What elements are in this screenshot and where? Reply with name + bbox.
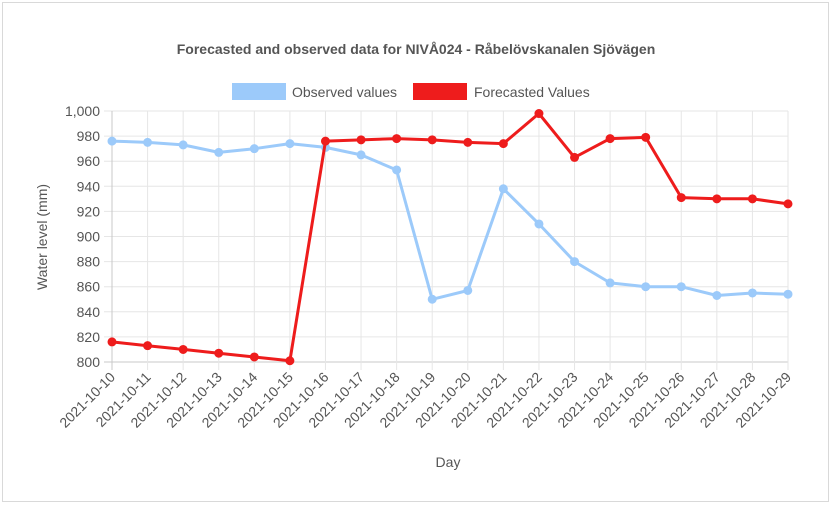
- data-point-forecasted[interactable]: [178, 344, 188, 354]
- grid: [104, 110, 789, 370]
- data-point-forecasted[interactable]: [107, 337, 117, 347]
- data-point-forecasted[interactable]: [783, 199, 793, 209]
- legend-swatch-forecasted: [413, 83, 467, 100]
- data-point-forecasted[interactable]: [285, 356, 295, 366]
- data-point-observed[interactable]: [392, 165, 402, 175]
- data-point-observed[interactable]: [676, 282, 686, 292]
- data-point-forecasted[interactable]: [570, 152, 580, 162]
- data-point-forecasted[interactable]: [605, 134, 615, 144]
- y-tick-label: 900: [77, 229, 101, 245]
- data-point-observed[interactable]: [178, 140, 188, 150]
- y-tick-label: 840: [77, 304, 101, 320]
- data-point-observed[interactable]: [107, 136, 117, 146]
- data-point-forecasted[interactable]: [641, 132, 651, 142]
- legend-item-forecasted[interactable]: Forecasted Values: [413, 83, 590, 100]
- chart-title: Forecasted and observed data for NIVÅ024…: [177, 41, 656, 57]
- legend-swatch-observed: [232, 83, 286, 100]
- data-point-forecasted[interactable]: [392, 134, 402, 144]
- data-point-forecasted[interactable]: [320, 136, 330, 146]
- y-tick-label: 820: [77, 329, 101, 345]
- x-axis-ticks: 2021-10-102021-10-112021-10-122021-10-13…: [56, 369, 794, 431]
- y-tick-label: 960: [77, 153, 101, 169]
- y-tick-label: 800: [77, 354, 101, 370]
- data-point-observed[interactable]: [641, 282, 651, 292]
- legend-label-forecasted: Forecasted Values: [474, 84, 590, 100]
- data-point-forecasted[interactable]: [143, 341, 153, 351]
- series-line-forecasted: [111, 112, 789, 363]
- data-point-observed[interactable]: [356, 150, 366, 160]
- data-point-forecasted[interactable]: [356, 135, 366, 145]
- y-tick-label: 880: [77, 254, 101, 270]
- data-point-observed[interactable]: [570, 257, 580, 267]
- data-point-forecasted[interactable]: [498, 139, 508, 149]
- data-point-forecasted[interactable]: [463, 137, 473, 147]
- data-point-observed[interactable]: [427, 294, 437, 304]
- legend-label-observed: Observed values: [292, 84, 397, 100]
- series-line-observed: [111, 139, 789, 301]
- series-group: [107, 109, 793, 366]
- data-point-observed[interactable]: [534, 219, 544, 229]
- y-tick-label: 980: [77, 128, 101, 144]
- data-point-observed[interactable]: [783, 289, 793, 299]
- data-point-forecasted[interactable]: [214, 348, 224, 358]
- y-tick-label: 920: [77, 203, 101, 219]
- x-axis-title: Day: [436, 454, 461, 470]
- data-point-observed[interactable]: [463, 285, 473, 295]
- data-point-observed[interactable]: [498, 184, 508, 194]
- data-point-observed[interactable]: [712, 290, 722, 300]
- y-tick-label: 1,000: [65, 103, 100, 119]
- data-point-observed[interactable]: [249, 144, 259, 154]
- data-point-observed[interactable]: [143, 137, 153, 147]
- legend[interactable]: Observed values Forecasted Values: [232, 83, 590, 100]
- y-axis-title: Water level (mm): [34, 184, 50, 290]
- y-axis-ticks: 800 820 840 860 880 900 920 940 960 980 1,000: [65, 103, 100, 370]
- data-point-forecasted[interactable]: [534, 109, 544, 119]
- data-point-observed[interactable]: [214, 147, 224, 157]
- legend-item-observed[interactable]: Observed values: [232, 83, 397, 100]
- data-point-forecasted[interactable]: [249, 352, 259, 362]
- y-tick-label: 940: [77, 178, 101, 194]
- data-point-observed[interactable]: [285, 139, 295, 149]
- data-point-observed[interactable]: [605, 278, 615, 288]
- data-point-forecasted[interactable]: [712, 194, 722, 204]
- data-point-observed[interactable]: [747, 288, 757, 298]
- data-point-forecasted[interactable]: [676, 193, 686, 203]
- y-tick-label: 860: [77, 279, 101, 295]
- data-point-forecasted[interactable]: [427, 135, 437, 145]
- data-point-forecasted[interactable]: [747, 194, 757, 204]
